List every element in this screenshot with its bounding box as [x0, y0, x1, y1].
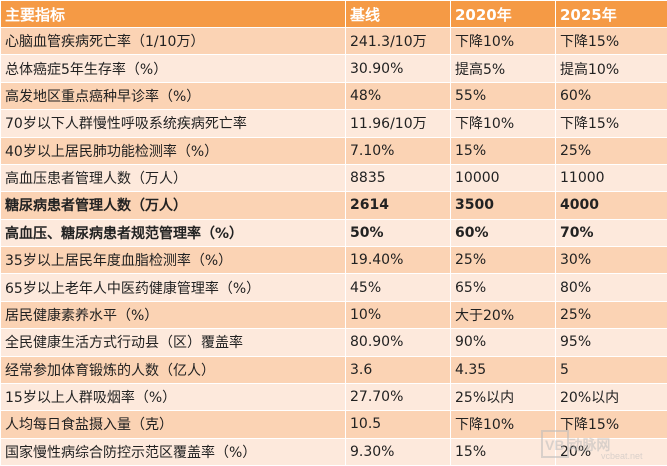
cell-indicator: 全民健康生活方式行动县（区）覆盖率	[0, 328, 346, 357]
cell-2025: 11000	[555, 163, 667, 193]
table-row: 人均每日食盐摄入量（克） 10.5 下降10% 下降15%	[0, 410, 667, 439]
cell-2020: 下降10%	[450, 410, 556, 439]
header-row: 主要指标 基线 2020年 2025年	[0, 0, 667, 28]
cell-baseline: 27.70%	[345, 382, 451, 412]
cell-indicator: 70岁以下人群慢性呼吸系统疾病死亡率	[0, 109, 346, 138]
cell-baseline: 30.90%	[345, 54, 451, 83]
table-row: 心脑血管疾病死亡率（1/10万） 241.3/10万 下降10% 下降15%	[0, 26, 667, 56]
cell-indicator: 高发地区重点癌种早诊率（%）	[0, 81, 346, 111]
cell-baseline: 19.40%	[345, 245, 451, 275]
cell-2025: 提高10%	[555, 54, 667, 83]
cell-2020: 65%	[450, 273, 556, 302]
cell-2020: 25%	[450, 245, 556, 275]
cell-2025: 30%	[555, 245, 667, 275]
cell-indicator: 15岁以上人群吸烟率（%）	[0, 382, 346, 412]
cell-baseline: 10.5	[345, 410, 451, 439]
table-body: 心脑血管疾病死亡率（1/10万） 241.3/10万 下降10% 下降15% 总体癌症5…	[0, 26, 667, 466]
header-2020: 2020年	[450, 0, 556, 28]
cell-indicator: 经常参加体育锻炼的人数（亿人）	[0, 355, 346, 384]
table-row: 35岁以上居民年度血脂检测率（%） 19.40% 25% 30%	[0, 245, 667, 275]
cell-2025: 下降15%	[555, 410, 667, 439]
cell-indicator: 高血压、糖尿病患者规范管理率（%）	[0, 218, 346, 248]
cell-2025: 70%	[555, 218, 667, 248]
cell-baseline: 241.3/10万	[345, 26, 451, 56]
cell-2025: 95%	[555, 328, 667, 357]
cell-baseline: 50%	[345, 218, 451, 248]
watermark-text: VB 动脉网	[545, 437, 610, 453]
cell-baseline: 8835	[345, 163, 451, 193]
cell-2025: 20%以内	[555, 382, 667, 412]
cell-2020: 下降10%	[450, 26, 556, 56]
cell-2025: 5	[555, 355, 667, 384]
cell-2025: 80%	[555, 273, 667, 302]
cell-2020: 15%	[450, 136, 556, 165]
cell-2020: 90%	[450, 328, 556, 357]
cell-2025: 60%	[555, 81, 667, 111]
cell-baseline: 45%	[345, 273, 451, 302]
cell-2020: 10000	[450, 163, 556, 193]
header-indicator: 主要指标	[0, 0, 346, 28]
table-row: 65岁以上老年人中医药健康管理率（%） 45% 65% 80%	[0, 273, 667, 302]
cell-2020: 60%	[450, 218, 556, 248]
cell-baseline: 2614	[345, 191, 451, 220]
table-row: 居民健康素养水平（%） 10% 大于20% 25%	[0, 300, 667, 330]
cell-indicator: 人均每日食盐摄入量（克）	[0, 410, 346, 439]
table-row: 全民健康生活方式行动县（区）覆盖率 80.90% 90% 95%	[0, 328, 667, 357]
cell-indicator: 65岁以上老年人中医药健康管理率（%）	[0, 273, 346, 302]
watermark-subtext: vcbeat.net	[601, 451, 643, 461]
cell-2020: 提高5%	[450, 54, 556, 83]
header-baseline: 基线	[345, 0, 451, 28]
cell-2025: 下降15%	[555, 26, 667, 56]
table-row: 15岁以上人群吸烟率（%） 27.70% 25%以内 20%以内	[0, 382, 667, 412]
cell-2020: 15%	[450, 437, 556, 466]
cell-baseline: 10%	[345, 300, 451, 330]
cell-baseline: 11.96/10万	[345, 109, 451, 138]
watermark-logo: VB 动脉网 vcbeat.net	[541, 428, 661, 462]
cell-2020: 大于20%	[450, 300, 556, 330]
cell-indicator: 居民健康素养水平（%）	[0, 300, 346, 330]
cell-2020: 3500	[450, 191, 556, 220]
cell-baseline: 48%	[345, 81, 451, 111]
cell-2025: 下降15%	[555, 109, 667, 138]
cell-indicator: 高血压患者管理人数（万人）	[0, 163, 346, 193]
table-row: 总体癌症5年生存率（%） 30.90% 提高5% 提高10%	[0, 54, 667, 83]
table-row: 40岁以上居民肺功能检测率（%） 7.10% 15% 25%	[0, 136, 667, 165]
cell-baseline: 7.10%	[345, 136, 451, 165]
cell-baseline: 3.6	[345, 355, 451, 384]
table-row: 糖尿病患者管理人数（万人） 2614 3500 4000	[0, 191, 667, 220]
table-row: 高发地区重点癌种早诊率（%） 48% 55% 60%	[0, 81, 667, 111]
cell-indicator: 国家慢性病综合防控示范区覆盖率（%）	[0, 437, 346, 466]
cell-2025: 25%	[555, 300, 667, 330]
cell-baseline: 9.30%	[345, 437, 451, 466]
cell-indicator: 40岁以上居民肺功能检测率（%）	[0, 136, 346, 165]
cell-indicator: 心脑血管疾病死亡率（1/10万）	[0, 26, 346, 56]
cell-2025: 20%	[555, 437, 667, 466]
cell-indicator: 总体癌症5年生存率（%）	[0, 54, 346, 83]
cell-baseline: 80.90%	[345, 328, 451, 357]
cell-2020: 下降10%	[450, 109, 556, 138]
table-row: 国家慢性病综合防控示范区覆盖率（%） 9.30% 15% 20%	[0, 437, 667, 466]
table-row: 经常参加体育锻炼的人数（亿人） 3.6 4.35 5	[0, 355, 667, 384]
table-row: 高血压、糖尿病患者规范管理率（%） 50% 60% 70%	[0, 218, 667, 248]
cell-2025: 25%	[555, 136, 667, 165]
cell-2025: 4000	[555, 191, 667, 220]
table-row: 高血压患者管理人数（万人） 8835 10000 11000	[0, 163, 667, 193]
cell-indicator: 糖尿病患者管理人数（万人）	[0, 191, 346, 220]
cell-2020: 4.35	[450, 355, 556, 384]
cell-indicator: 35岁以上居民年度血脂检测率（%）	[0, 245, 346, 275]
cell-2020: 55%	[450, 81, 556, 111]
table-row: 70岁以下人群慢性呼吸系统疾病死亡率 11.96/10万 下降10% 下降15%	[0, 109, 667, 138]
cell-2020: 25%以内	[450, 382, 556, 412]
header-2025: 2025年	[555, 0, 667, 28]
